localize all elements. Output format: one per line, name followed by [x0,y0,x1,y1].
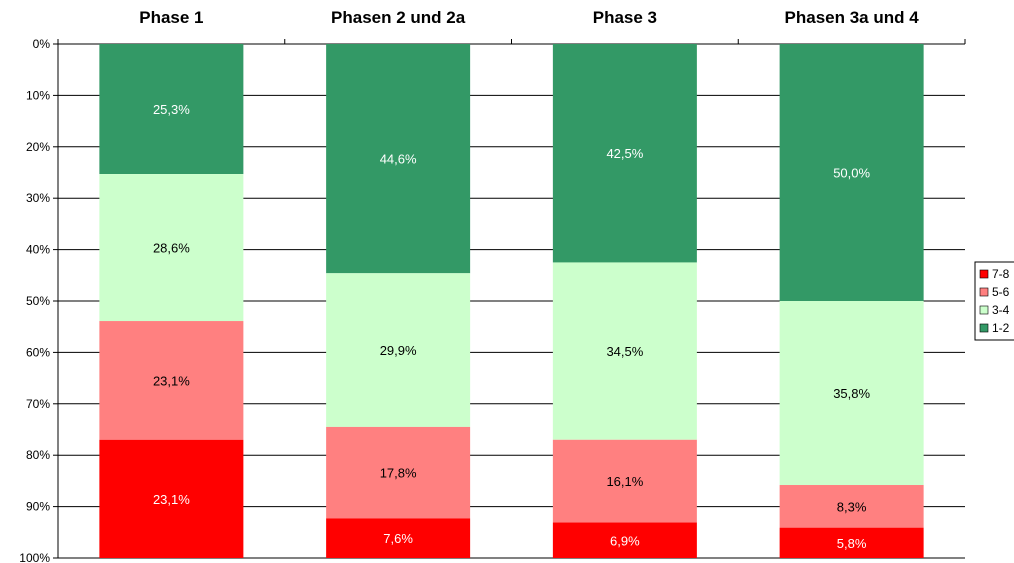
legend-label: 1-2 [992,321,1010,335]
data-label: 42,5% [606,146,643,161]
data-label: 23,1% [153,373,190,388]
legend: 7-8 5-6 3-4 1-2 [974,261,1014,341]
y-tick-label: 40% [26,243,50,257]
bar-segment-3-4 [552,262,697,440]
bar-segment-5-6 [326,426,471,519]
bar-segment-1-2 [99,44,244,175]
y-tick-label: 20% [26,140,50,154]
legend-swatch [979,305,989,315]
data-label: 25,3% [153,102,190,117]
data-label: 35,8% [833,386,870,401]
data-label: 50,0% [833,166,870,181]
bar-segment-7-8 [779,527,924,558]
y-tick-label: 0% [33,37,51,51]
y-tick-label: 80% [26,448,50,462]
data-label: 16,1% [606,474,643,489]
y-tick-label: 10% [26,88,50,102]
bar-segment-5-6 [99,321,244,440]
legend-swatch [979,323,989,333]
legend-label: 7-8 [992,267,1010,281]
data-label: 29,9% [380,343,417,358]
category-labels: Phase 1 Phasen 2 und 2a Phase 3 Phasen 3a u… [139,8,919,27]
category-label: Phasen 3a und 4 [785,8,920,27]
data-label: 17,8% [380,466,417,481]
data-label: 7,6% [383,531,413,546]
data-label: 34,5% [606,344,643,359]
data-label: 6,9% [610,533,640,548]
legend-label: 3-4 [992,303,1010,317]
data-label: 28,6% [153,241,190,256]
y-tick-label: 30% [26,191,50,205]
bar-segment-1-2 [326,44,471,274]
bar-segment-3-4 [779,301,924,486]
data-label: 8,3% [837,499,867,514]
bar-segment-7-8 [326,518,471,558]
y-tick-label: 90% [26,500,50,514]
bar-segment-3-4 [326,273,471,427]
y-tick-labels: 0% 10% 20% 30% 40% 50% 60% 70% 80% 90% 100% [19,37,50,563]
axes [57,39,966,558]
category-label: Phasen 2 und 2a [331,8,466,27]
y-tick-label: 50% [26,294,50,308]
bar-segment-7-8 [552,522,697,558]
bar-segment-1-2 [779,44,924,301]
data-label: 44,6% [380,152,417,167]
data-label: 5,8% [837,536,867,551]
legend-swatch [979,287,989,297]
legend-label: 5-6 [992,285,1010,299]
y-tick-label: 100% [19,551,50,563]
data-label: 23,1% [153,492,190,507]
y-tick-label: 60% [26,345,50,359]
bar-segment-1-2 [552,44,697,263]
category-label: Phase 3 [593,8,657,27]
category-label: Phase 1 [139,8,203,27]
bar-segment-5-6 [552,439,697,523]
bars: 25,3% 28,6% 23,1% 23,1% 44,6% 29,9% 17,8% 7,6% 4… [99,44,924,558]
y-tick-label: 70% [26,397,50,411]
bar-segment-7-8 [99,439,244,558]
bar-segment-3-4 [99,174,244,322]
legend-swatch [979,269,989,279]
bar-segment-5-6 [779,485,924,528]
